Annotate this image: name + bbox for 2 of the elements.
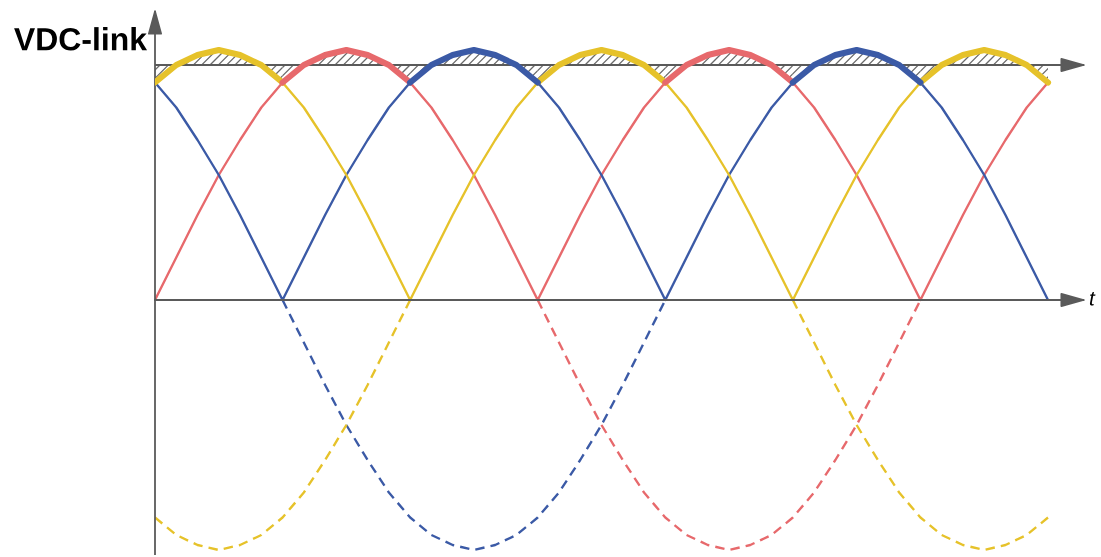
x-axis-title: t: [1089, 291, 1096, 306]
y-axis-title: VDC-link: [14, 27, 148, 51]
